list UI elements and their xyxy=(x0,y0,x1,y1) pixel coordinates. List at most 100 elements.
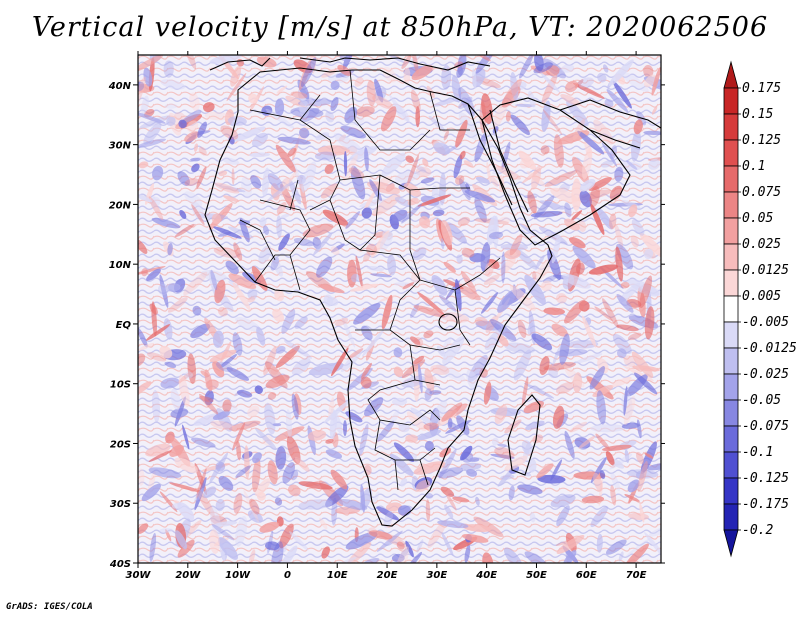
field-streak xyxy=(220,354,237,368)
field-streak xyxy=(275,345,300,369)
field-streak xyxy=(572,245,596,269)
colorbar-bin xyxy=(723,217,739,245)
field-streak xyxy=(174,457,198,474)
field-streak xyxy=(177,171,190,186)
colorbar: 0.175 0.15 0.125 0.1 0.075 0.05 0.025 0.0125 0.0… xyxy=(723,60,797,558)
field-streak xyxy=(481,93,493,125)
field-streak xyxy=(247,296,256,303)
field-streak xyxy=(417,291,445,315)
field-streak xyxy=(510,114,530,136)
field-streak xyxy=(425,499,431,522)
field-streak xyxy=(138,523,149,534)
field-streak xyxy=(138,76,146,106)
field-streak xyxy=(270,366,279,375)
field-streak xyxy=(248,549,256,563)
field-streak xyxy=(568,237,586,249)
field-streak xyxy=(635,451,645,465)
field-streak xyxy=(143,122,162,145)
field-streak xyxy=(424,368,435,393)
field-streak xyxy=(190,157,201,162)
field-streak xyxy=(643,64,654,78)
field-streak xyxy=(530,210,563,218)
field-streak xyxy=(608,59,634,87)
footer-credit: GrADS: IGES/COLA xyxy=(6,602,93,612)
field-streak xyxy=(196,488,215,517)
colorbar-bin xyxy=(723,295,739,323)
field-streak xyxy=(363,191,376,211)
field-streak xyxy=(527,190,537,214)
field-streak xyxy=(247,289,258,300)
field-streak xyxy=(523,194,538,199)
field-streak xyxy=(152,389,160,423)
field-streak xyxy=(323,400,350,424)
field-streak xyxy=(418,216,431,229)
field-streak xyxy=(285,95,306,107)
map-frame xyxy=(137,54,662,564)
field-streak xyxy=(181,110,202,124)
field-streak xyxy=(287,147,297,157)
field-streak xyxy=(183,271,208,296)
field-streak xyxy=(167,242,173,256)
field-streak xyxy=(350,165,366,200)
field-streak xyxy=(361,329,385,357)
field-streak xyxy=(560,94,581,106)
field-streak xyxy=(589,185,600,208)
field-streak xyxy=(254,385,263,394)
field-streak xyxy=(406,55,429,64)
field-streak xyxy=(540,280,553,292)
field-streak xyxy=(141,268,148,277)
field-streak xyxy=(299,177,307,210)
field-streak xyxy=(415,166,432,177)
field-streak xyxy=(577,130,605,155)
field-streak xyxy=(261,105,273,116)
field-streak xyxy=(379,231,394,251)
field-streak xyxy=(395,546,410,563)
colorbar-label: -0.005 xyxy=(742,315,789,330)
field-streak xyxy=(646,463,661,471)
lon-tick-label: 10E xyxy=(327,570,348,581)
field-streak xyxy=(627,479,640,493)
field-streak xyxy=(360,376,372,389)
field-streak xyxy=(616,293,634,313)
field-streak xyxy=(298,98,333,107)
field-streak xyxy=(436,345,446,357)
field-streak xyxy=(174,223,195,238)
field-streak xyxy=(190,323,211,339)
field-streak xyxy=(355,255,363,289)
field-streak xyxy=(618,282,641,303)
field-streak xyxy=(520,471,532,477)
field-streak xyxy=(298,499,333,510)
field-streak xyxy=(191,437,216,448)
field-streak xyxy=(405,540,414,558)
colorbar-bin xyxy=(723,243,739,271)
field-streak xyxy=(501,78,522,107)
field-streak xyxy=(291,393,299,420)
field-streak xyxy=(407,197,419,206)
field-streak xyxy=(271,256,283,277)
field-streak xyxy=(302,223,334,238)
lon-tick-label: 30E xyxy=(426,570,447,581)
map-area xyxy=(137,54,662,564)
field-streak xyxy=(488,231,504,240)
field-streak xyxy=(228,420,261,431)
field-streak xyxy=(626,469,659,479)
field-streak xyxy=(286,435,301,465)
field-streak xyxy=(398,423,410,433)
field-streak xyxy=(415,106,421,128)
field-streak xyxy=(595,433,611,451)
field-streak xyxy=(222,399,232,413)
field-streak xyxy=(565,80,579,93)
field-streak xyxy=(505,111,511,122)
field-streak xyxy=(634,372,658,395)
field-streak xyxy=(444,504,454,519)
field-streak xyxy=(443,130,449,141)
field-streak xyxy=(618,551,624,562)
colorbar-label: 0.15 xyxy=(742,107,773,122)
field-streak xyxy=(167,297,188,313)
field-streak xyxy=(603,64,609,73)
field-streak xyxy=(637,286,646,318)
field-streak xyxy=(416,539,424,553)
field-streak xyxy=(256,326,266,346)
field-streak xyxy=(150,196,161,207)
